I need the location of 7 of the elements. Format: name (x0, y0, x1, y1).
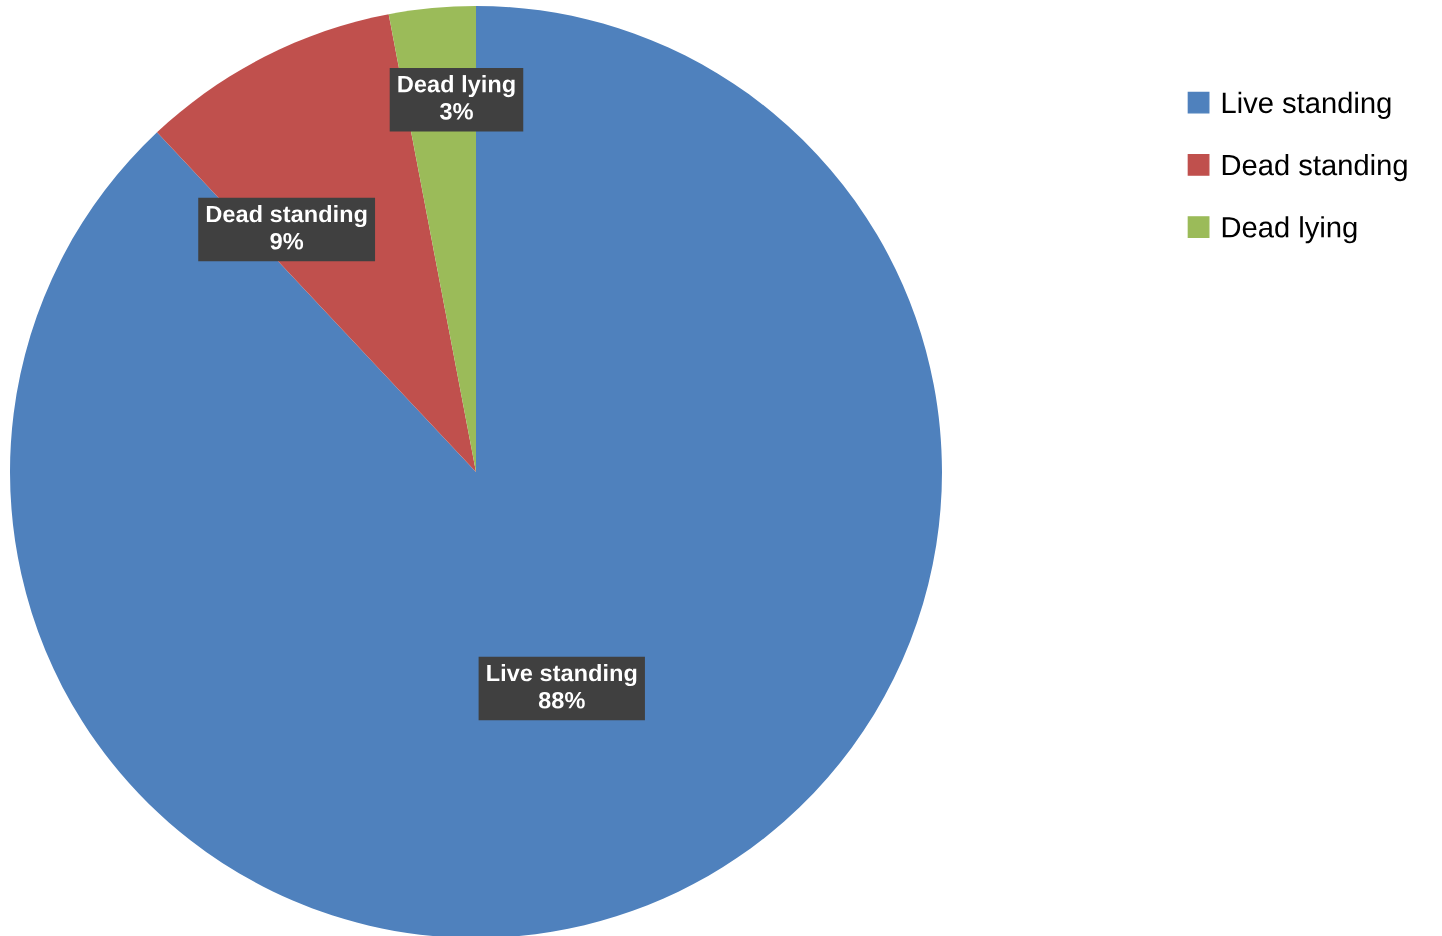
legend-label: Dead standing (1222, 153, 1407, 182)
legend-label: Live standing (1222, 91, 1391, 119)
data-label: Dead lying 3% (398, 75, 515, 120)
data-label: Dead standing 9% (206, 205, 367, 250)
pie-slice (10, 6, 942, 936)
data-label: Live standing 88% (487, 664, 637, 709)
legend-label: Dead lying (1222, 216, 1357, 244)
